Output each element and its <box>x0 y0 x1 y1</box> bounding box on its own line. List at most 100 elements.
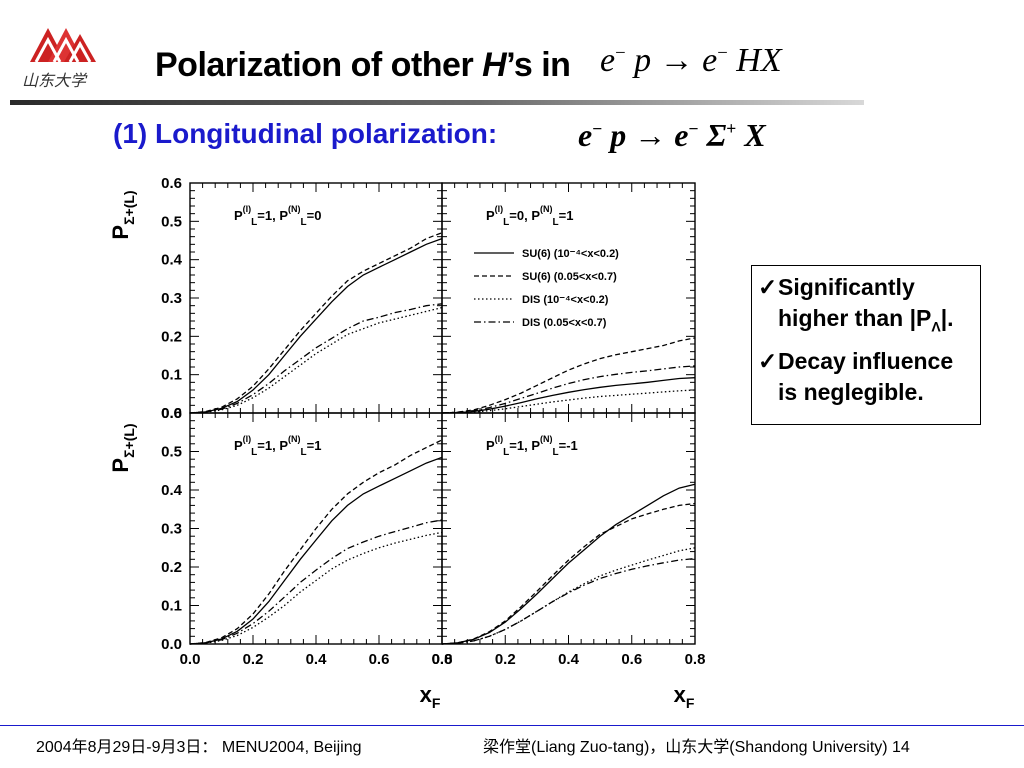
y-axis-label: PΣ+(L) <box>108 190 137 239</box>
reaction-sub-e: e <box>578 117 593 153</box>
panel-label-part: =1 <box>559 208 574 223</box>
x-tick-label: 0.6 <box>621 651 642 668</box>
logo-text: 山东大学 <box>22 71 88 90</box>
page-title: Polarization of other H’s in <box>155 46 571 85</box>
series-line-dashdot <box>441 365 696 414</box>
y-tick-label: 0.1 <box>161 598 182 615</box>
series-line-dashdot <box>189 303 443 414</box>
panel-label-part: (l) <box>243 434 252 444</box>
panel-label-part: =1, P <box>257 438 288 453</box>
x-tick-label: 0.0 <box>432 651 453 668</box>
panel-label-part: L <box>553 447 559 458</box>
subtitle: (1) Longitudinal polarization: <box>113 118 498 149</box>
university-logo: 山东大学 <box>22 28 96 90</box>
reaction-main-e: e <box>600 42 616 79</box>
series-line-dotted <box>441 389 696 414</box>
reaction-sub-sup1: − <box>592 118 603 139</box>
panel-label-part: (N) <box>288 204 301 214</box>
x-tick-label: 0.4 <box>306 651 328 668</box>
x-axis-label-main: x <box>674 682 687 707</box>
x-tick-label: 0.8 <box>432 651 453 668</box>
panel-label-part: (l) <box>243 204 252 214</box>
x-axis-label: xF <box>674 682 695 711</box>
panel-label-part: L <box>503 447 509 458</box>
reaction-sub-sup3: + <box>726 118 737 139</box>
y-axis-label: PΣ+(L) <box>108 423 137 472</box>
x-tick-label: 0.2 <box>495 651 516 668</box>
x-axis-label-sub: F <box>686 695 695 711</box>
title-italic: H <box>482 46 507 84</box>
x-tick-label: 0.8 <box>685 651 706 668</box>
panel-label-part: =0 <box>307 208 322 223</box>
reaction-sub-p: p → e <box>602 117 689 153</box>
series-line-solid <box>189 237 443 414</box>
panel-label-part: (l) <box>495 204 504 214</box>
panel-label-part: L <box>553 217 559 228</box>
panel-label-part: L <box>301 217 307 228</box>
panel-label-part: =0, P <box>509 208 540 223</box>
check-icon: ✓ <box>758 347 778 374</box>
y-tick-label: 0.2 <box>161 559 182 576</box>
footer-right: 梁作堂(Liang Zuo-tang)，山东大学(Shandong Univer… <box>483 739 910 756</box>
footer-rule <box>0 725 1024 726</box>
series-line-dotted <box>189 531 443 645</box>
panel-label-part: P <box>486 438 495 453</box>
y-tick-label: 0.3 <box>161 290 182 307</box>
panel-label-part: L <box>251 447 257 458</box>
x-axis-label: xF <box>420 682 441 711</box>
y-axis-label-main: P <box>108 458 133 473</box>
panel-label-part: P <box>234 208 243 223</box>
panel-label-part: L <box>301 447 307 458</box>
panel-label: P(l)L=1, P(N)L=-1 <box>486 434 578 458</box>
logo-mountain-icon <box>30 28 96 63</box>
reaction-main-sup1: − <box>615 42 626 64</box>
reaction-sub-sup2: − <box>688 118 699 139</box>
y-tick-label: 0.3 <box>161 521 182 538</box>
legend-label: DIS (0.05<x<0.7) <box>522 317 607 329</box>
y-tick-label: 0.5 <box>161 444 182 461</box>
note-item: ✓ Decay influence is neglegible. <box>758 346 976 408</box>
series-line-dashed <box>441 502 696 645</box>
note-text-main: Significantly higher than |P <box>778 274 932 331</box>
reaction-sub: e− p → e− Σ+ X <box>578 117 766 154</box>
panel-label: P(l)L=0, P(N)L=1 <box>486 204 573 228</box>
y-tick-label: 0.2 <box>161 328 182 345</box>
header-rule <box>10 100 864 105</box>
title-suffix: ’s in <box>506 46 571 84</box>
series-line-solid <box>189 456 443 645</box>
x-tick-label: 0.6 <box>369 651 390 668</box>
y-tick-label: 0.4 <box>161 252 183 269</box>
legend-label: SU(6) (0.05<x<0.7) <box>522 271 617 283</box>
x-tick-label: 0.4 <box>558 651 580 668</box>
series-line-dashed <box>441 337 696 414</box>
panel-label-part: L <box>251 217 257 228</box>
panel-label-part: (N) <box>540 204 553 214</box>
y-axis-label-sub: Σ+(L) <box>121 190 137 224</box>
y-tick-label: 0.6 <box>161 405 182 422</box>
polarization-chart: 0.00.10.20.30.40.50.6P(l)L=1, P(N)L=0 P(l… <box>108 175 706 711</box>
reaction-sub-sigma: Σ <box>698 117 727 153</box>
reaction-main-p: p → e <box>625 42 718 79</box>
series-line-dashdot <box>189 519 443 645</box>
y-tick-label: 0.0 <box>161 636 182 653</box>
panel-label-part: P <box>486 208 495 223</box>
series-line-dashdot <box>441 557 696 645</box>
panel-label-part: L <box>503 217 509 228</box>
panel-label-part: =1, P <box>509 438 540 453</box>
legend-label: SU(6) (10⁻⁴<x<0.2) <box>522 248 619 260</box>
panel-label-part: =-1 <box>559 438 578 453</box>
note-text: Decay influence is neglegible. <box>778 347 954 405</box>
x-tick-label: 0.2 <box>243 651 264 668</box>
panel-label: P(l)L=1, P(N)L=0 <box>234 204 321 228</box>
reaction-sub-x: X <box>736 117 766 153</box>
note-text: Significantly higher than |PΛ|. <box>778 272 976 343</box>
y-tick-label: 0.4 <box>161 482 183 499</box>
panel-label-part: =1 <box>307 438 322 453</box>
series-line-dashed <box>189 439 443 645</box>
panel-label-part: (l) <box>495 434 504 444</box>
y-axis-label-sub: Σ+(L) <box>121 423 137 457</box>
series-line-solid <box>441 377 696 414</box>
series-line-dashed <box>189 232 443 414</box>
reaction-main-rest: HX <box>727 42 782 79</box>
series-line-dotted <box>189 306 443 414</box>
